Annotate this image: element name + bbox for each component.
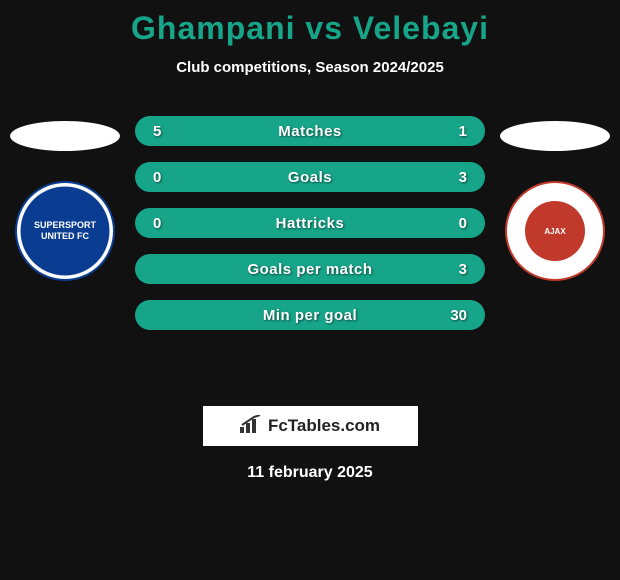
stat-row: 0 Goals 3	[135, 162, 485, 192]
club-logo-left: SUPERSPORT UNITED FC	[15, 181, 115, 281]
club-right-label: AJAX	[544, 227, 565, 236]
stat-label: Goals per match	[247, 261, 372, 278]
stat-row: 5 Matches 1	[135, 116, 485, 146]
player-left-column: SUPERSPORT UNITED FC	[5, 116, 125, 281]
player-right-column: AJAX	[495, 116, 615, 281]
club-left-label: SUPERSPORT UNITED FC	[17, 220, 113, 242]
date-label: 11 february 2025	[0, 464, 620, 482]
brand-text: FcTables.com	[268, 416, 380, 436]
stat-right-value: 3	[427, 261, 467, 278]
stat-left-value: 5	[153, 123, 193, 140]
chart-icon	[240, 415, 262, 438]
player-right-silhouette	[500, 121, 610, 151]
stats-list: 5 Matches 1 0 Goals 3 0 Hattricks 0 Goal…	[135, 116, 485, 330]
stat-right-value: 0	[427, 215, 467, 232]
stat-row: Min per goal 30	[135, 300, 485, 330]
stat-right-value: 1	[427, 123, 467, 140]
stat-label: Min per goal	[263, 307, 357, 324]
subtitle: Club competitions, Season 2024/2025	[0, 59, 620, 76]
stat-row: Goals per match 3	[135, 254, 485, 284]
brand-badge: FcTables.com	[203, 406, 418, 446]
stat-label: Goals	[288, 169, 332, 186]
page-title: Ghampani vs Velebayi	[0, 0, 620, 47]
stat-left-value: 0	[153, 215, 193, 232]
comparison-area: SUPERSPORT UNITED FC AJAX 5 Matches 1 0 …	[0, 116, 620, 376]
stat-left-value: 0	[153, 169, 193, 186]
stat-label: Matches	[278, 123, 342, 140]
player-left-silhouette	[10, 121, 120, 151]
stat-label: Hattricks	[276, 215, 345, 232]
stat-right-value: 3	[427, 169, 467, 186]
stat-right-value: 30	[427, 307, 467, 324]
club-logo-right: AJAX	[505, 181, 605, 281]
stat-row: 0 Hattricks 0	[135, 208, 485, 238]
